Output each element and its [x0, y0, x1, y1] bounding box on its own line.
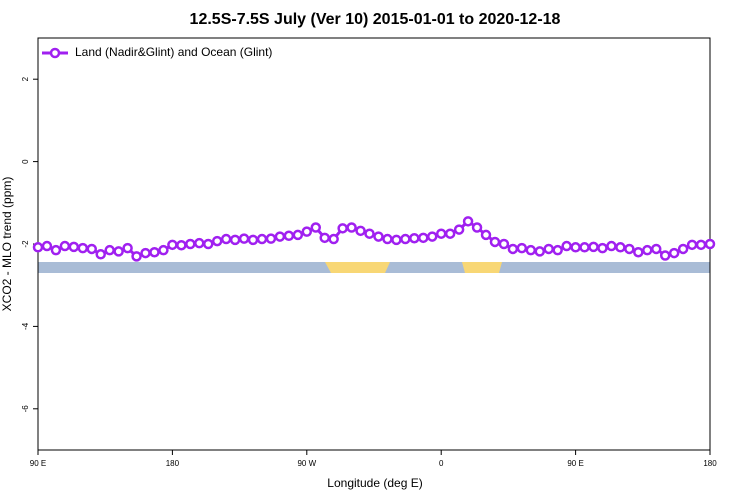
data-point [453, 224, 465, 235]
data-point [650, 243, 662, 255]
x-tick-label: 90 W [297, 459, 316, 468]
data-point [86, 243, 98, 255]
data-point [149, 246, 160, 258]
data-point [176, 239, 187, 251]
x-tick-label: 0 [439, 459, 444, 468]
data-point [274, 231, 286, 242]
data-point [68, 241, 80, 253]
data-point [247, 234, 259, 246]
x-tick-label: 90 E [567, 459, 583, 468]
y-tick-label: -4 [21, 322, 30, 330]
data-point [606, 240, 617, 252]
data-point [220, 233, 232, 245]
data-point [516, 242, 528, 254]
data-point [167, 239, 178, 251]
data-point [41, 240, 53, 252]
map-strip [38, 262, 710, 273]
data-point [597, 242, 608, 254]
data-point [507, 243, 519, 255]
data-point [659, 250, 671, 261]
data-point [704, 238, 716, 250]
data-point [95, 249, 106, 260]
data-point [552, 244, 563, 256]
data-point [211, 235, 223, 247]
data-point [426, 231, 438, 242]
data-point [391, 234, 402, 246]
data-point [364, 228, 375, 239]
data-point [579, 242, 590, 253]
data-point [382, 233, 393, 245]
data-point [355, 225, 366, 237]
legend-marker [49, 47, 61, 59]
data-point [50, 244, 62, 256]
map-land [462, 262, 502, 273]
data-point [400, 233, 411, 245]
data-point [77, 242, 89, 254]
data-point [32, 242, 44, 253]
chart-title: 12.5S-7.5S July (Ver 10) 2015-01-01 to 2… [190, 11, 561, 28]
data-point [158, 244, 169, 256]
y-tick-label: -6 [21, 405, 30, 413]
data-point [238, 233, 250, 244]
data-point [310, 222, 322, 233]
data-point [113, 246, 124, 257]
data-point [642, 244, 653, 256]
y-tick-label: 2 [21, 76, 30, 81]
data-point [418, 232, 429, 244]
data-point [104, 244, 115, 256]
data-point [624, 243, 635, 255]
data-point [543, 243, 554, 255]
data-point [409, 232, 420, 244]
data-point [292, 229, 304, 241]
data-point [301, 226, 313, 237]
x-tick-label: 180 [166, 459, 180, 468]
data-point [480, 229, 492, 241]
data-point [677, 243, 689, 255]
data-point [140, 247, 151, 259]
data-point [588, 241, 599, 253]
data-point [319, 232, 330, 244]
data-point [346, 222, 357, 233]
data-point [435, 228, 447, 239]
y-tick-label: 0 [21, 159, 30, 164]
data-point [256, 233, 268, 245]
data-point [202, 238, 214, 250]
legend-label: Land (Nadir&Glint) and Ocean (Glint) [75, 45, 272, 59]
data-point [633, 246, 644, 258]
data-point [498, 238, 510, 250]
data-point [686, 239, 698, 251]
x-axis-label: Longitude (deg E) [327, 476, 422, 490]
data-point [59, 240, 71, 252]
data-point [570, 242, 581, 253]
data-point [122, 242, 133, 254]
data-point [525, 244, 537, 256]
data-point [229, 234, 241, 246]
y-tick-label: -2 [21, 240, 30, 248]
data-point [471, 222, 483, 233]
data-point [185, 238, 196, 250]
data-point [328, 233, 339, 245]
data-point [373, 231, 384, 242]
data-point [444, 228, 456, 239]
data-point [695, 239, 707, 251]
data-point [489, 236, 501, 248]
data-point [131, 251, 142, 262]
data-point [194, 237, 205, 249]
data-point [534, 246, 546, 257]
y-axis-label: XCO2 - MLO trend (ppm) [0, 177, 14, 312]
x-tick-label: 180 [703, 459, 717, 468]
data-point [615, 242, 626, 253]
map-land [325, 262, 390, 273]
data-point [462, 216, 474, 227]
data-point [561, 240, 572, 252]
data-point [337, 223, 348, 234]
x-tick-label: 90 E [30, 459, 46, 468]
data-point [265, 233, 277, 244]
data-point [668, 247, 680, 259]
data-point [283, 230, 295, 242]
